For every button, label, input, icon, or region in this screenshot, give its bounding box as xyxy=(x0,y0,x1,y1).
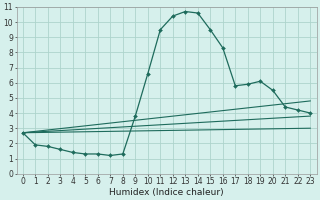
X-axis label: Humidex (Indice chaleur): Humidex (Indice chaleur) xyxy=(109,188,224,197)
